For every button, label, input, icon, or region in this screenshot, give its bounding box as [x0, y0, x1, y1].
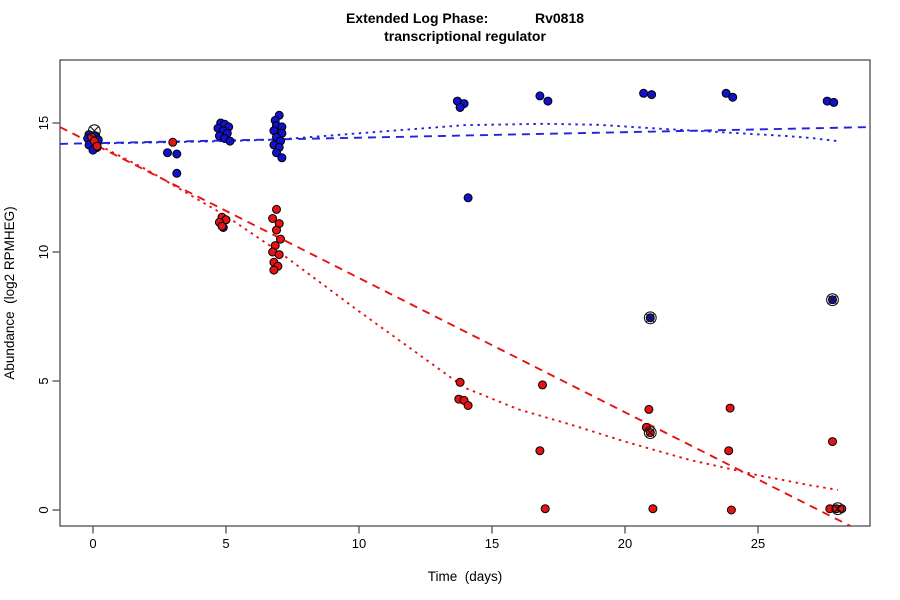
chart-title-line1: Extended Log Phase: Rv0818 [345, 10, 585, 26]
circled-outlier-marker [87, 124, 101, 138]
circled-outlier-marker [643, 311, 657, 325]
chart-title-line2: transcriptional regulator [384, 28, 546, 44]
y-axis-label: Abundance (log2 RPMHEG) [2, 206, 17, 379]
x-tick-label: 0 [89, 536, 96, 551]
red-data-point [644, 404, 654, 414]
red-loess-fit [92, 141, 838, 491]
x-tick-label: 20 [618, 536, 632, 551]
red-data-point [272, 204, 281, 214]
red-data-point [217, 221, 227, 231]
y-tick-label: 5 [36, 377, 51, 384]
plot-box [59, 59, 871, 527]
blue-data-point [172, 168, 182, 178]
circled-outlier-marker [826, 293, 839, 307]
circled-outlier-cross [645, 428, 655, 438]
blue-data-point [225, 136, 235, 146]
x-tick-label: 15 [485, 536, 499, 551]
blue-data-point [721, 88, 731, 98]
circled-outlier-cross [827, 295, 838, 305]
red-data-point [538, 380, 547, 390]
blue-data-point [639, 88, 649, 98]
circled-outlier-cross [833, 504, 843, 514]
red-data-point [725, 403, 735, 413]
red-data-point [463, 401, 473, 410]
y-tick-label: 10 [36, 245, 51, 259]
blue-data-point [829, 97, 839, 107]
x-tick-label: 5 [222, 536, 229, 551]
red-data-point [92, 141, 102, 151]
blue-data-point [463, 193, 473, 203]
blue-data-point [647, 90, 657, 100]
blue-data-point [172, 149, 182, 159]
blue-data-point [272, 148, 281, 158]
red-data-point [540, 504, 550, 514]
circled-outlier-cross [645, 313, 655, 323]
blue-data-point [163, 148, 172, 158]
circled-outlier-marker [831, 502, 845, 516]
red-data-point [648, 504, 658, 514]
red-linear-fit [60, 126, 853, 526]
x-axis-label: Time (days) [428, 569, 503, 584]
blue-linear-fit [60, 126, 870, 145]
red-data-point [828, 437, 837, 447]
blue-data-point [728, 92, 738, 102]
x-tick-label: 25 [751, 536, 765, 551]
circled-outlier-cross [89, 126, 99, 136]
red-data-point [724, 446, 734, 456]
red-data-point [276, 234, 285, 244]
red-data-point [837, 504, 847, 514]
red-data-point [274, 250, 284, 260]
y-tick-label: 15 [36, 116, 51, 130]
red-data-point [726, 505, 736, 515]
blue-data-point [543, 96, 553, 106]
y-tick-label: 0 [36, 506, 51, 513]
x-tick-label: 10 [352, 536, 366, 551]
red-data-point [168, 137, 178, 147]
red-data-point [535, 446, 545, 456]
red-data-point [269, 265, 279, 275]
blue-data-point [277, 153, 287, 163]
red-data-point [268, 214, 278, 223]
blue-data-point [455, 103, 465, 112]
red-data-point [272, 225, 281, 235]
blue-data-point [535, 91, 545, 101]
circled-outlier-marker [643, 426, 657, 440]
red-data-point [455, 377, 465, 387]
